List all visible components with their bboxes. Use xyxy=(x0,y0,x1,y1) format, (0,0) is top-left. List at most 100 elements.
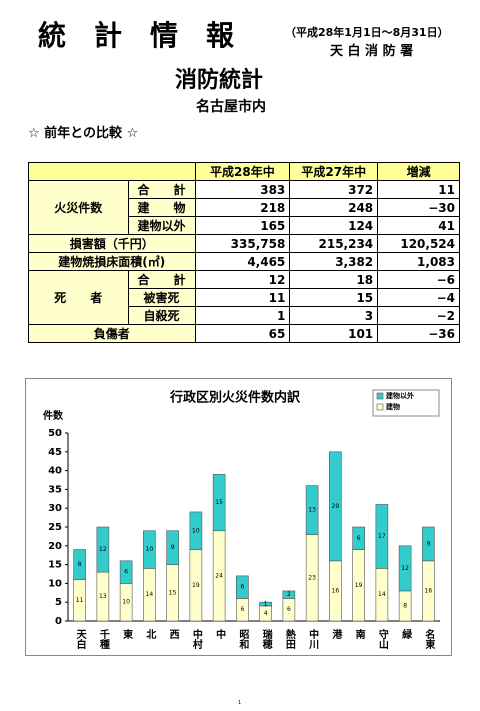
cell: 11 xyxy=(377,180,460,199)
bar-segment xyxy=(73,549,86,580)
office: 天 白 消 防 署 xyxy=(330,44,414,59)
doc-title: 統 計 情 報 xyxy=(38,19,235,52)
data-label: 15 xyxy=(215,499,223,506)
cell: 372 xyxy=(289,180,379,199)
cell: 3 xyxy=(289,306,379,325)
chart: 行政区別火災件数内訳 件数 0 5 10 15 20 25 30 35 40 45 50 11 8 天白 1… xyxy=(25,378,452,656)
cell: 41 xyxy=(377,216,460,235)
row-label: 負傷者 xyxy=(28,324,196,343)
bar-segment xyxy=(398,545,412,592)
y-tick-label: 0 xyxy=(55,616,62,627)
data-label: 10 xyxy=(122,599,130,606)
y-tick-label: 40 xyxy=(48,466,62,477)
data-label: 24 xyxy=(215,572,223,579)
data-label: 6 xyxy=(124,569,128,576)
data-label: 17 xyxy=(378,533,386,540)
x-tick-label: 千種 xyxy=(97,628,109,650)
x-tick-label: 西 xyxy=(167,629,179,640)
y-tick-label: 45 xyxy=(48,447,62,458)
section: ☆ 前年との比較 ☆ xyxy=(28,126,139,141)
x-tick-label: 中村 xyxy=(190,628,202,650)
data-label: 19 xyxy=(192,582,200,589)
legend-swatch xyxy=(376,403,384,411)
x-tick-label: 守山 xyxy=(376,628,388,650)
x-tick-label: 昭和 xyxy=(237,629,250,650)
subtitle: 消防統計 xyxy=(175,68,264,93)
bar-segment xyxy=(282,590,296,599)
cell: 15 xyxy=(289,288,379,307)
bar-segment xyxy=(166,530,179,565)
cell: 215,234 xyxy=(289,234,379,253)
cell: 1 xyxy=(194,306,291,325)
data-label: 13 xyxy=(99,593,107,600)
group-label: 火災件数 xyxy=(28,180,129,235)
col-header: 増減 xyxy=(377,162,460,181)
data-label: 12 xyxy=(401,565,409,572)
period: （平成28年1月1日～8月31日） xyxy=(285,26,449,39)
data-label: 6 xyxy=(357,535,361,542)
cell: 335,758 xyxy=(194,234,291,253)
row-label: 損害額（千円） xyxy=(28,234,196,253)
bar-segment xyxy=(212,474,226,532)
area: 名古屋市内 xyxy=(196,99,266,115)
bar-segment xyxy=(96,526,110,573)
row-label: 自殺死 xyxy=(127,306,196,325)
x-tick-label: 東 xyxy=(121,628,133,640)
cell: 101 xyxy=(289,324,379,343)
y-tick-label: 35 xyxy=(48,484,62,495)
cell: 383 xyxy=(194,180,291,199)
bar-segment xyxy=(422,526,435,562)
data-label: 4 xyxy=(264,610,268,617)
cell: −36 xyxy=(377,324,460,343)
x-tick-label: 天白 xyxy=(74,629,86,650)
data-label: 10 xyxy=(146,546,154,553)
y-tick-label: 20 xyxy=(48,541,62,552)
data-label: 14 xyxy=(378,591,386,598)
cell: 218 xyxy=(194,198,291,217)
corner xyxy=(28,162,196,181)
cell: 18 xyxy=(289,270,379,289)
x-tick-label: 緑 xyxy=(400,628,412,640)
data-label: 8 xyxy=(78,561,82,568)
data-label: 16 xyxy=(332,587,340,594)
bar-segment xyxy=(352,526,365,550)
row-label: 建物以外 xyxy=(127,216,196,235)
cell: −2 xyxy=(377,306,460,325)
group-label: 死 者 xyxy=(28,270,129,325)
cell: −6 xyxy=(377,270,460,289)
data-label: 13 xyxy=(308,507,316,514)
page-number: 1 xyxy=(238,700,242,706)
y-tick-label: 50 xyxy=(48,428,62,439)
x-tick-label: 瑞穂 xyxy=(260,628,272,650)
row-label: 被害死 xyxy=(127,288,196,307)
data-label: 10 xyxy=(192,527,200,534)
bar-segment xyxy=(189,511,203,550)
bar-segment xyxy=(375,504,389,569)
bar-segment xyxy=(236,575,249,599)
bar-segment xyxy=(259,601,272,607)
data-label: 6 xyxy=(287,606,291,613)
chart-title: 行政区別火災件数内訳 xyxy=(169,390,301,406)
cell: 165 xyxy=(194,216,291,235)
row-label: 建物焼損床面積(㎡) xyxy=(28,252,196,271)
x-tick-label: 熱田 xyxy=(283,628,295,650)
data-label: 11 xyxy=(76,597,84,604)
y-tick-label: 30 xyxy=(48,503,62,514)
legend-swatch xyxy=(376,392,384,400)
data-label: 16 xyxy=(425,587,433,594)
bar-segment xyxy=(143,530,156,569)
comparison-table: 平成28年中 平成27年中 増減 火災件数合 計 383 372 11 建 物 218 248… xyxy=(28,162,460,343)
y-tick-label: 10 xyxy=(48,578,62,589)
data-label: 14 xyxy=(146,591,154,598)
legend-label: 建物 xyxy=(386,402,400,411)
data-label: 2 xyxy=(287,591,291,598)
bar-segment xyxy=(119,560,133,584)
cell: 248 xyxy=(289,198,379,217)
x-tick-label: 中 xyxy=(214,628,226,640)
data-label: 1 xyxy=(264,601,268,608)
data-label: 29 xyxy=(332,503,340,510)
data-label: 8 xyxy=(403,602,407,609)
data-label: 23 xyxy=(308,574,316,581)
cell: −4 xyxy=(377,288,460,307)
